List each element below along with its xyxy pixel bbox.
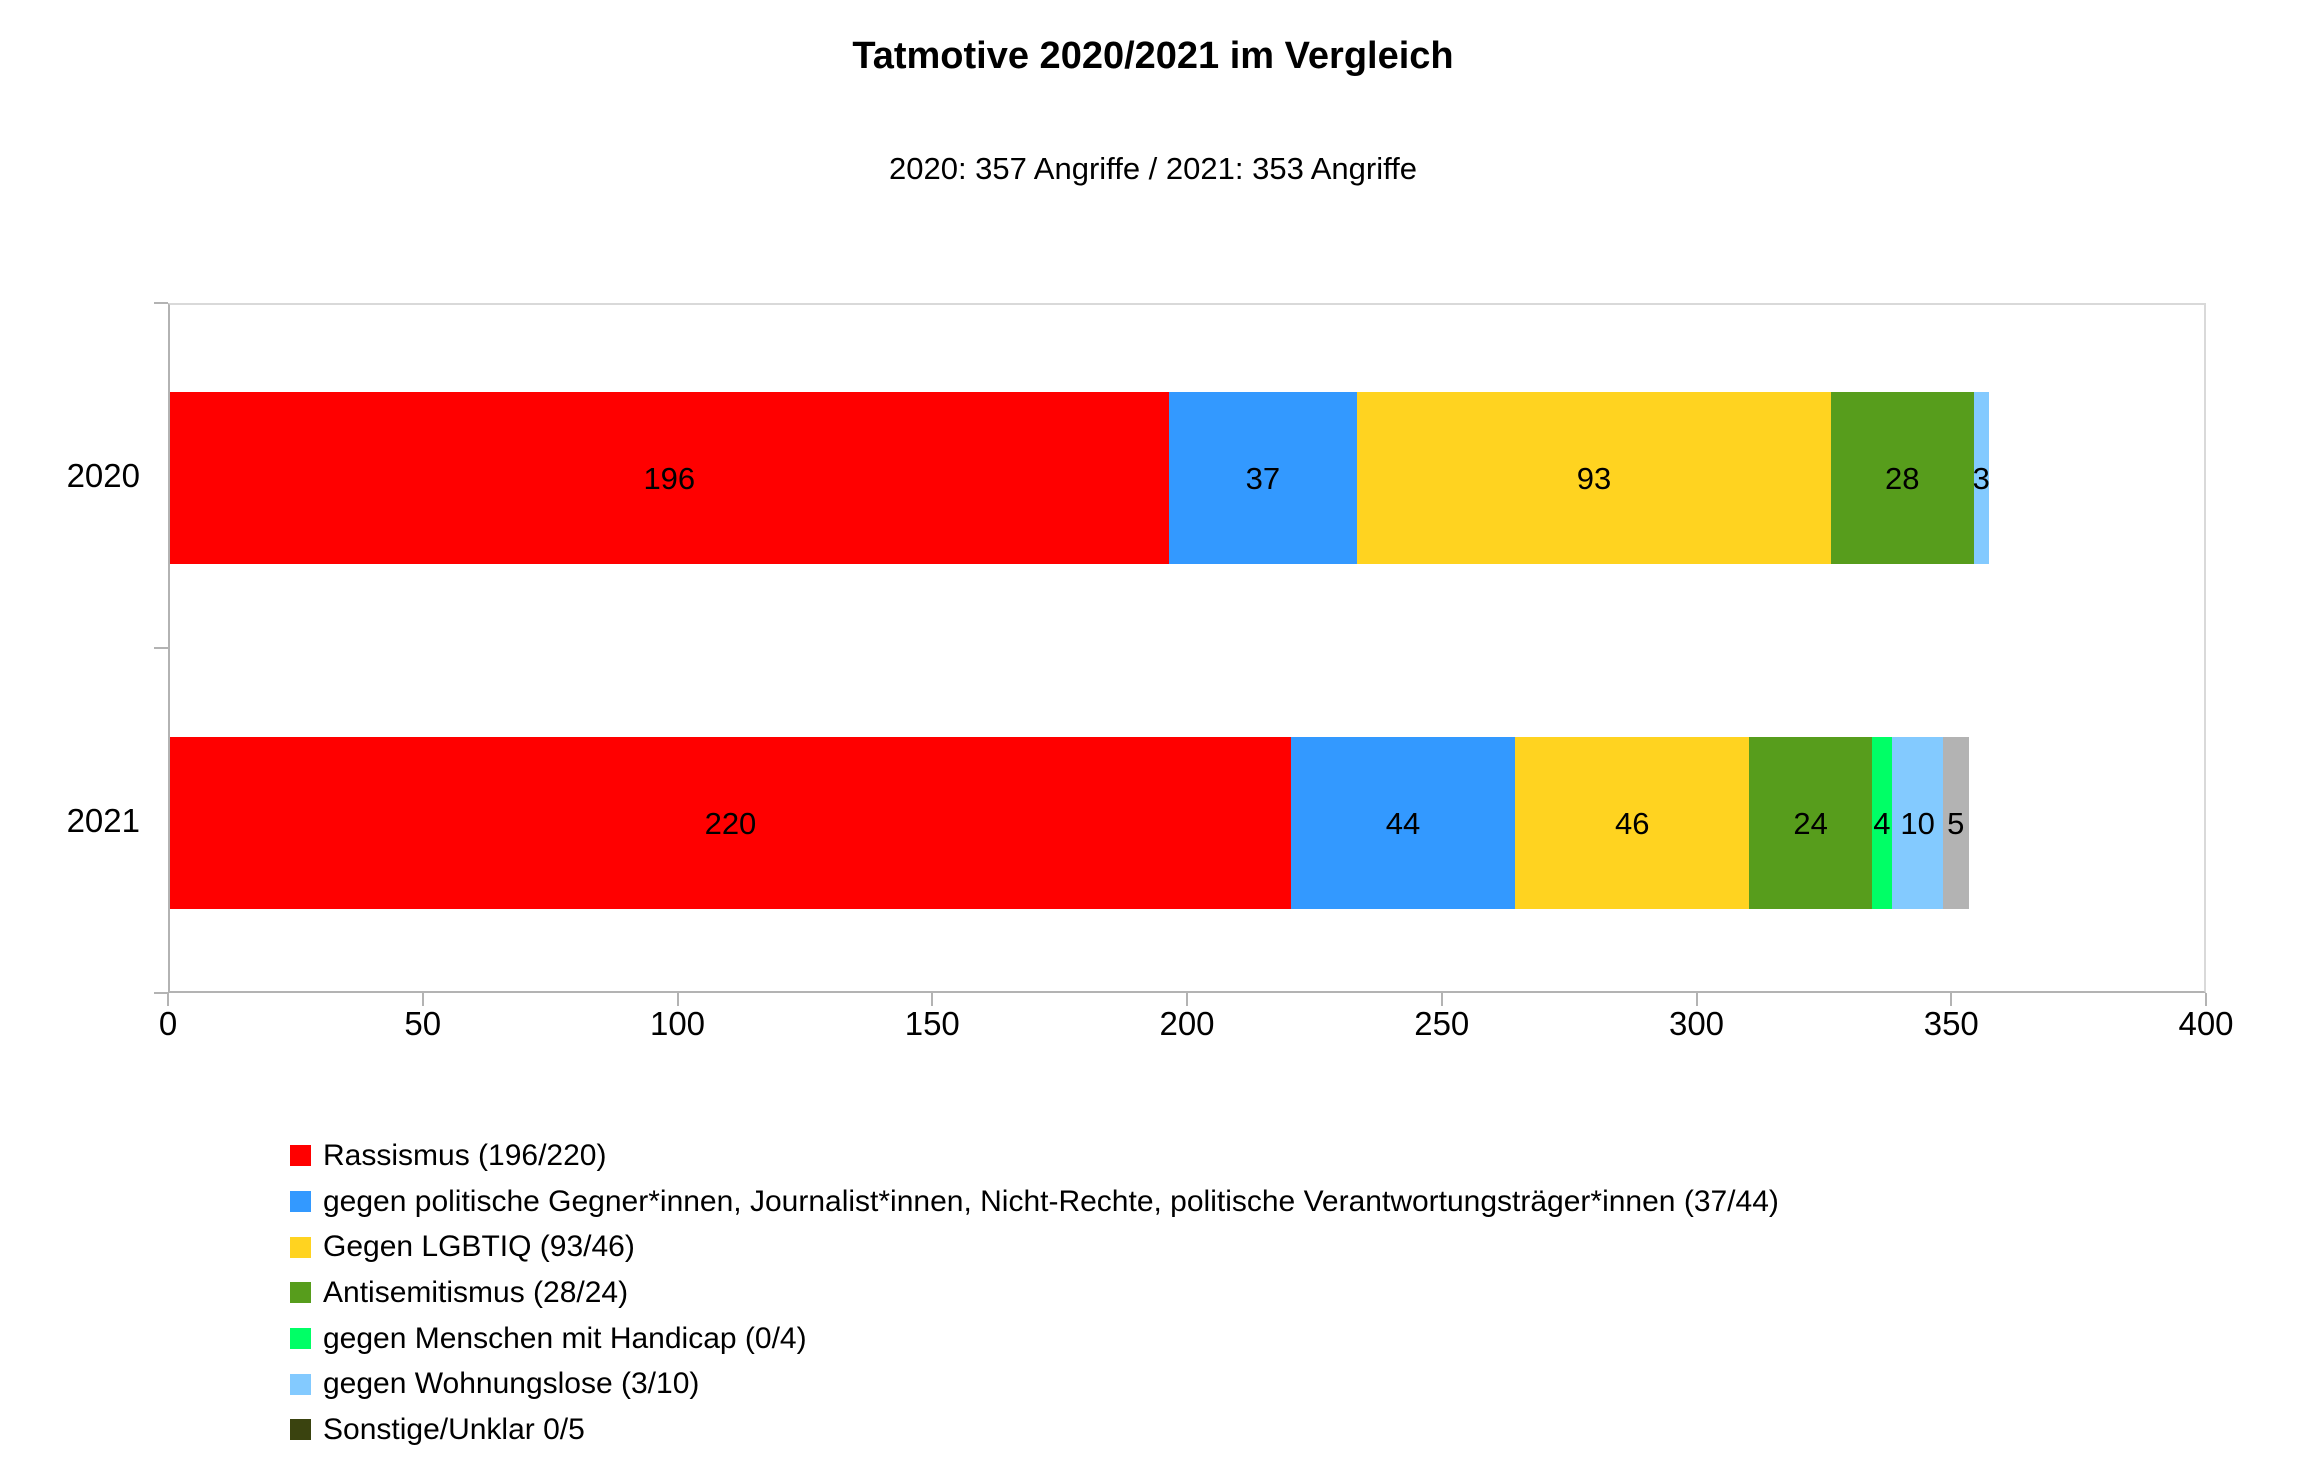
legend-swatch: [290, 1282, 311, 1304]
bar-value-label: 5: [1947, 805, 1965, 841]
x-tick: [1186, 993, 1188, 1006]
legend-swatch: [290, 1328, 311, 1350]
legend-item: Rassismus (196/220): [290, 1133, 1779, 1179]
bar-value-label: 37: [1245, 460, 1281, 496]
bar-segment: 196: [170, 392, 1169, 564]
x-tick: [931, 993, 934, 1006]
x-tick: [1695, 993, 1698, 1006]
y-tick: [154, 302, 168, 304]
x-tick-label: 150: [904, 1005, 960, 1042]
legend-item: gegen politische Gegner*innen, Journalis…: [290, 1179, 1779, 1225]
bar-value-label: 93: [1576, 460, 1612, 496]
y-category-label: 2020: [66, 457, 140, 494]
legend-label: Gegen LGBTIQ (93/46): [323, 1230, 635, 1264]
bar-value-label: 46: [1615, 805, 1650, 841]
bar-segment: 24: [1749, 737, 1872, 909]
legend-item: Gegen LGBTIQ (93/46): [290, 1224, 1779, 1270]
legend-swatch: [290, 1145, 311, 1167]
y-tick: [154, 647, 168, 649]
bar-segment: 44: [1290, 737, 1516, 909]
y-category-label: 2021: [66, 802, 140, 839]
bar-segment: 10: [1892, 737, 1944, 909]
legend: Rassismus (196/220) gegen politische Gegn…: [290, 1133, 1779, 1453]
bar-segment: 4: [1871, 737, 1893, 909]
plot-area: 196 37 93 28 3 220 44 46 24 4 10 5: [168, 303, 2206, 993]
legend-label: Sonstige/Unklar 0/5: [323, 1412, 585, 1446]
x-tick: [676, 993, 679, 1006]
bar-segment: 3: [1972, 392, 1990, 564]
bar-value-label: 196: [643, 460, 696, 496]
x-tick: [1440, 993, 1443, 1006]
bar-value-label: 24: [1793, 805, 1828, 841]
bar-value-label: 220: [704, 805, 757, 841]
bar-segment: 37: [1168, 392, 1358, 564]
bar-segment: 220: [170, 737, 1291, 909]
x-tick-label: 100: [649, 1005, 706, 1042]
bar-value-label: 28: [1885, 460, 1920, 496]
bar-value-label: 10: [1900, 805, 1935, 841]
legend-swatch: [290, 1236, 311, 1258]
bar-value-label: 44: [1385, 805, 1421, 841]
bar-value-label: 3: [1972, 460, 1990, 496]
x-tick-label: 250: [1414, 1005, 1470, 1042]
legend-swatch: [290, 1373, 311, 1395]
y-tick: [154, 992, 168, 994]
x-tick-label: 300: [1668, 1005, 1725, 1042]
legend-label: gegen Menschen mit Handicap (0/4): [323, 1321, 807, 1355]
legend-label: gegen Wohnungslose (3/10): [323, 1367, 700, 1401]
legend-label: Antisemitismus (28/24): [323, 1275, 629, 1309]
x-tick: [1950, 993, 1953, 1006]
legend-item: gegen Wohnungslose (3/10): [290, 1361, 1779, 1407]
bar-segment: 5: [1943, 737, 1969, 909]
bar-value-label: 4: [1873, 805, 1891, 841]
chart-subtitle: 2020: 357 Angriffe / 2021: 353 Angriffe: [888, 151, 1417, 186]
bar-segment: 46: [1515, 737, 1750, 909]
x-tick: [421, 993, 424, 1006]
bar-segment: 28: [1830, 392, 1974, 564]
legend-label: gegen politische Gegner*innen, Journalis…: [323, 1184, 1779, 1218]
bar-segment: 93: [1357, 392, 1831, 564]
x-tick-label: 0: [158, 1005, 178, 1042]
x-tick-label: 350: [1923, 1005, 1979, 1042]
chart-title: Tatmotive 2020/2021 im Vergleich: [852, 35, 1454, 77]
legend-swatch: [290, 1419, 311, 1441]
legend-swatch: [290, 1191, 311, 1213]
legend-item: Sonstige/Unklar 0/5: [290, 1407, 1779, 1453]
legend-item: Antisemitismus (28/24): [290, 1270, 1779, 1316]
x-tick-label: 200: [1159, 1005, 1215, 1042]
x-tick: [167, 993, 169, 1006]
legend-label: Rassismus (196/220): [323, 1138, 607, 1172]
x-tick-label: 50: [404, 1005, 442, 1042]
x-tick: [2205, 993, 2207, 1006]
x-tick-label: 400: [2178, 1005, 2234, 1042]
legend-item: gegen Menschen mit Handicap (0/4): [290, 1316, 1779, 1362]
